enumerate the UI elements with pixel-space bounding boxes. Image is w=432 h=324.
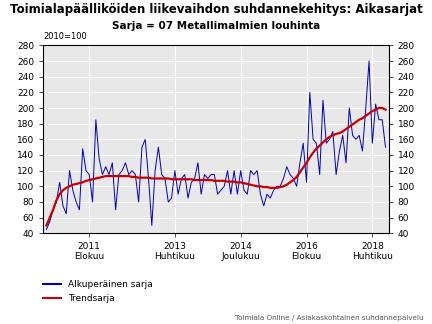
Trendsarja: [370, 109, 375, 113]
Trendsarja: [54, 198, 59, 202]
Alkuperäinen sarja: [383, 145, 388, 149]
Alkuperäinen sarja: [44, 227, 49, 231]
Text: Sarja = 07 Metallimalmien louhinta: Sarja = 07 Metallimalmien louhinta: [112, 21, 320, 31]
Trendsarja: [383, 108, 388, 111]
Trendsarja: [44, 224, 49, 227]
Alkuperäinen sarja: [353, 137, 359, 141]
Trendsarja: [376, 106, 381, 110]
Alkuperäinen sarja: [143, 137, 148, 141]
Text: 2010=100: 2010=100: [43, 32, 87, 41]
Alkuperäinen sarja: [130, 169, 135, 173]
Alkuperäinen sarja: [212, 173, 217, 177]
Line: Alkuperäinen sarja: Alkuperäinen sarja: [47, 61, 385, 229]
Alkuperäinen sarja: [54, 200, 59, 204]
Alkuperäinen sarja: [366, 59, 372, 63]
Trendsarja: [143, 176, 148, 179]
Alkuperäinen sarja: [373, 102, 378, 106]
Text: Toimialapäälliköiden liikevaihdon suhdannekehitys: Aikasarjat: Toimialapäälliköiden liikevaihdon suhdan…: [10, 3, 422, 16]
Trendsarja: [353, 120, 359, 124]
Trendsarja: [130, 175, 135, 179]
Text: Toimiala Online / Asiakaskohtainen suhdannepalvelu: Toimiala Online / Asiakaskohtainen suhda…: [235, 315, 423, 321]
Line: Trendsarja: Trendsarja: [47, 108, 385, 226]
Trendsarja: [212, 179, 217, 183]
Legend: Alkuperäinen sarja, Trendsarja: Alkuperäinen sarja, Trendsarja: [39, 277, 156, 307]
